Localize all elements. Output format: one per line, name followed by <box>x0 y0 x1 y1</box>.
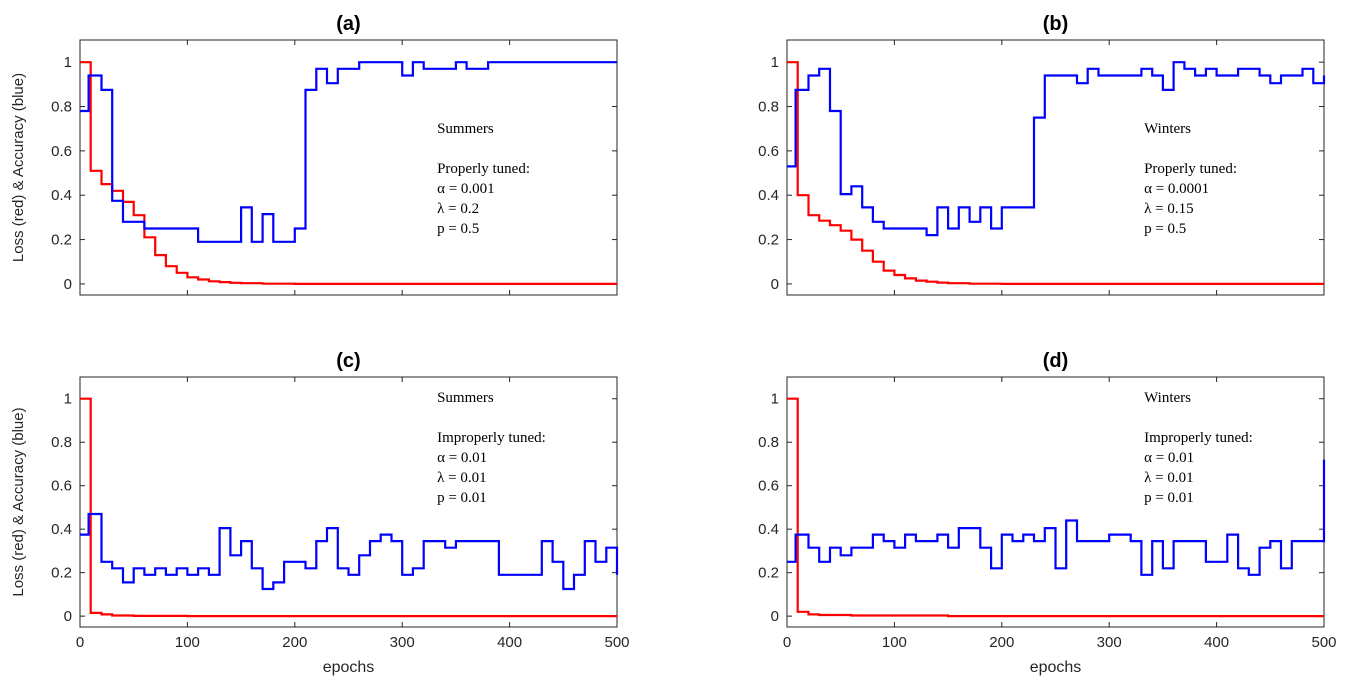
axes-box <box>786 39 1325 296</box>
y-tick-label: 0.8 <box>758 99 779 116</box>
annotation-line: λ = 0.2 <box>437 201 479 217</box>
x-tick-label: 400 <box>497 634 522 651</box>
panel-title: (a) <box>336 13 360 35</box>
annotation-line: Summers <box>437 121 494 137</box>
panel-3: (d) 0 0.2 0.4 0.6 0.8 1 0 100 200 300 400 500 epochs W… <box>758 350 1336 676</box>
x-tick-label: 200 <box>282 634 307 651</box>
x-tick-label: 500 <box>604 634 629 651</box>
x-tick-label: 100 <box>175 634 200 651</box>
y-tick-label: 1 <box>64 54 72 71</box>
annotation-line: Improperly tuned: <box>437 430 546 446</box>
loss-series-line <box>787 397 1324 618</box>
panel-0: (a) 0 0.2 0.4 0.6 0.8 1 Loss (red) & Accuracy (… <box>10 13 618 296</box>
y-tick-label: 0.2 <box>51 232 72 249</box>
annotation-line: Winters <box>1144 390 1191 406</box>
y-tick-label: 0.2 <box>758 232 779 249</box>
annotation-line: α = 0.01 <box>437 450 487 466</box>
x-tick-label: 200 <box>989 634 1014 651</box>
panel-title: (c) <box>336 350 360 372</box>
accuracy-series-line <box>787 459 1326 576</box>
y-tick-label: 0.8 <box>51 434 72 451</box>
x-axis-label: epochs <box>1030 659 1082 676</box>
annotation-line: λ = 0.01 <box>1144 470 1193 486</box>
axes-box <box>79 376 618 628</box>
y-tick-label: 0 <box>771 608 779 625</box>
x-axis-label: epochs <box>323 659 375 676</box>
annotation-line: Properly tuned: <box>437 161 530 177</box>
y-axis-label: Loss (red) & Accuracy (blue) <box>10 73 27 262</box>
panel-2: (c) 0 0.2 0.4 0.6 0.8 1 0 100 200 300 400 500 Loss (r… <box>10 350 630 676</box>
y-tick-label: 0.6 <box>758 143 779 160</box>
y-tick-label: 1 <box>771 391 779 408</box>
annotation-line: p = 0.01 <box>1144 490 1194 506</box>
annotation-line: λ = 0.01 <box>437 470 486 486</box>
y-tick-label: 0.4 <box>51 521 72 538</box>
y-tick-label: 0 <box>771 276 779 293</box>
loss-series-line <box>80 397 617 618</box>
accuracy-series-line <box>80 512 619 591</box>
y-tick-label: 0.4 <box>758 187 779 204</box>
axes-box <box>786 376 1325 628</box>
panel-title: (b) <box>1043 13 1069 35</box>
y-tick-label: 0 <box>64 276 72 293</box>
x-tick-label: 300 <box>390 634 415 651</box>
loss-series-line <box>80 61 617 285</box>
x-tick-label: 500 <box>1311 634 1336 651</box>
annotation-line: p = 0.5 <box>1144 221 1186 237</box>
accuracy-series-line <box>787 61 1326 237</box>
annotation-line: Properly tuned: <box>1144 161 1237 177</box>
annotation-line: λ = 0.15 <box>1144 201 1193 217</box>
annotation-line: p = 0.01 <box>437 490 487 506</box>
panel-1: (b) 0 0.2 0.4 0.6 0.8 1 Winters Properly tuned: α… <box>758 13 1326 296</box>
x-tick-label: 300 <box>1097 634 1122 651</box>
panel-title: (d) <box>1043 350 1069 372</box>
annotation-line: Summers <box>437 390 494 406</box>
y-tick-label: 0 <box>64 608 72 625</box>
y-tick-label: 0.4 <box>51 187 72 204</box>
y-tick-label: 0.6 <box>51 478 72 495</box>
annotation-line: α = 0.001 <box>437 181 495 197</box>
x-tick-label: 400 <box>1204 634 1229 651</box>
y-tick-label: 0.8 <box>758 434 779 451</box>
y-tick-label: 0.2 <box>51 565 72 582</box>
annotation-line: Improperly tuned: <box>1144 430 1253 446</box>
y-tick-label: 0.2 <box>758 565 779 582</box>
x-tick-label: 0 <box>76 634 84 651</box>
y-tick-label: 0.8 <box>51 99 72 116</box>
axes-box <box>79 39 618 296</box>
annotation-line: α = 0.01 <box>1144 450 1194 466</box>
y-axis-label: Loss (red) & Accuracy (blue) <box>10 407 27 596</box>
y-tick-label: 1 <box>64 391 72 408</box>
y-tick-label: 0.4 <box>758 521 779 538</box>
y-tick-label: 1 <box>771 54 779 71</box>
loss-series-line <box>787 61 1324 285</box>
annotation-line: p = 0.5 <box>437 221 479 237</box>
annotation-line: α = 0.0001 <box>1144 181 1209 197</box>
x-tick-label: 100 <box>882 634 907 651</box>
annotation-line: Winters <box>1144 121 1191 137</box>
accuracy-series-line <box>80 61 617 243</box>
y-tick-label: 0.6 <box>51 143 72 160</box>
x-tick-label: 0 <box>783 634 791 651</box>
y-tick-label: 0.6 <box>758 478 779 495</box>
